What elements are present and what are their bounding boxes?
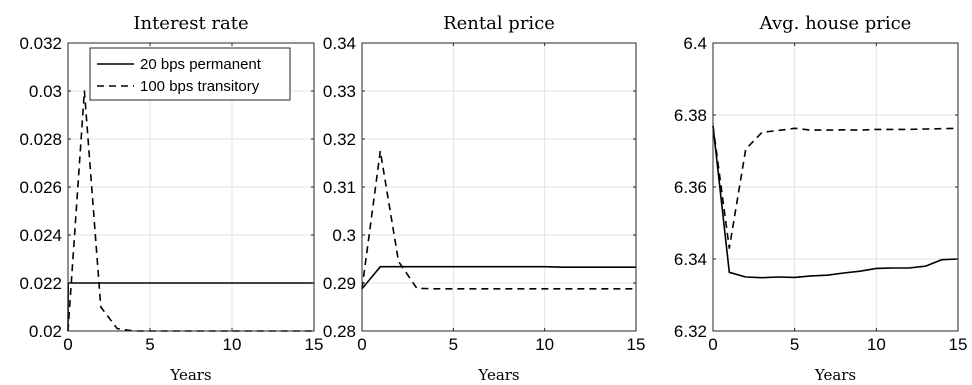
- x-tick-label: 15: [949, 335, 968, 354]
- series-line-permanent: [67, 282, 314, 332]
- y-tick-label: 0.33: [323, 82, 356, 101]
- series-line-transitory: [361, 150, 636, 290]
- y-tick-label: 0.31: [323, 178, 356, 197]
- series-line-transitory: [712, 125, 959, 249]
- legend-label: 20 bps permanent: [140, 56, 262, 73]
- chart-panel-1: 0 5 10 15 0.02 0.022 0.024 0.026 0.028 0.03 0.032 I…: [19, 13, 323, 384]
- x-tick-label: 0: [708, 335, 717, 354]
- y-tick-label: 0.022: [19, 274, 62, 293]
- legend-box: [89, 47, 291, 101]
- y-tick-label: 0.32: [323, 130, 356, 149]
- chart-title: Avg. house price: [759, 13, 912, 34]
- x-tick-label: 0: [63, 335, 72, 354]
- y-tick-label: 0.03: [29, 82, 62, 101]
- x-axis-label: Years: [477, 366, 519, 384]
- y-tick-label: 6.34: [674, 250, 707, 269]
- series-line-permanent: [712, 125, 959, 279]
- legend: 20 bps permanent 100 bps transitory: [89, 47, 291, 101]
- chart-panel-2: 0 5 10 15 0.28 0.29 0.3 0.31 0.32 0.33 0.34 Rental …: [323, 13, 646, 384]
- x-axis-label: Years: [814, 366, 856, 384]
- series-line-permanent: [361, 265, 636, 290]
- y-tick-label: 6.32: [674, 322, 707, 341]
- x-tick-label: 0: [357, 335, 366, 354]
- x-tick-label: 15: [627, 335, 646, 354]
- chart-panel-3: 0 5 10 15 6.32 6.34 6.36 6.38 6.4 Avg. house pric…: [674, 13, 968, 384]
- y-tick-label: 0.02: [29, 322, 62, 341]
- x-tick-label: 10: [535, 335, 554, 354]
- y-tick-label: 6.4: [683, 34, 707, 53]
- x-tick-label: 5: [145, 335, 154, 354]
- y-tick-label: 6.38: [674, 106, 707, 125]
- y-tick-label: 0.026: [19, 178, 62, 197]
- y-tick-label: 0.29: [323, 274, 356, 293]
- y-tick-label: 0.3: [332, 226, 356, 245]
- y-tick-label: 6.36: [674, 178, 707, 197]
- x-tick-label: 10: [223, 335, 242, 354]
- legend-label: 100 bps transitory: [140, 78, 260, 95]
- y-tick-label: 0.28: [323, 322, 356, 341]
- y-tick-label: 0.024: [19, 226, 62, 245]
- x-tick-label: 10: [867, 335, 886, 354]
- chart-title: Rental price: [443, 13, 555, 34]
- x-axis-label: Years: [169, 366, 211, 384]
- x-tick-label: 5: [449, 335, 458, 354]
- y-tick-label: 0.028: [19, 130, 62, 149]
- y-tick-label: 0.032: [19, 34, 62, 53]
- x-tick-label: 15: [305, 335, 324, 354]
- x-tick-label: 5: [790, 335, 799, 354]
- y-tick-label: 0.34: [323, 34, 356, 53]
- chart-title: Interest rate: [133, 13, 248, 34]
